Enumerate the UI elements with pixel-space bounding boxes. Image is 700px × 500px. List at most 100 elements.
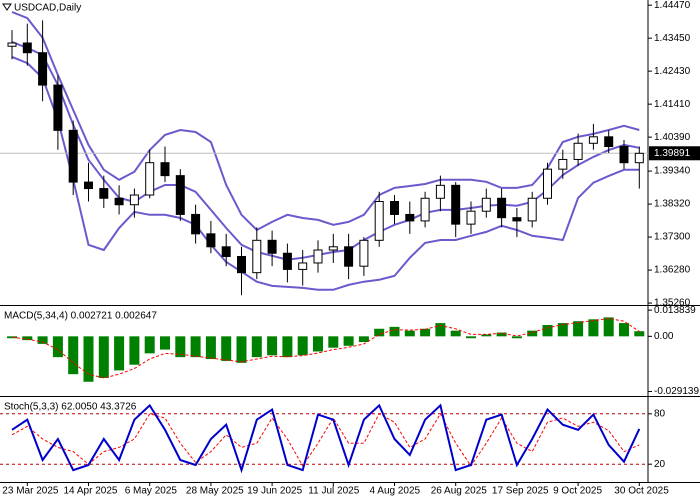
y-tick-label: -0.029139 — [654, 386, 699, 397]
candle-body — [114, 197, 124, 206]
signal-line — [11, 412, 640, 467]
candle-body — [451, 184, 461, 225]
candle-body — [527, 197, 537, 222]
x-tick-label: 28 May 2025 — [186, 486, 244, 497]
x-tick-label: 23 Mar 2025 — [2, 486, 59, 497]
histogram-bar — [496, 332, 507, 337]
histogram-bar — [557, 323, 568, 337]
histogram-bar — [144, 336, 155, 354]
candle-body — [175, 175, 185, 215]
candle-body — [145, 162, 155, 196]
histogram-bar — [313, 336, 323, 352]
candle-body — [405, 213, 415, 222]
histogram-bar — [435, 323, 446, 337]
y-tick-label: 1.37300 — [654, 232, 691, 243]
current-price-label: 1.39891 — [654, 148, 691, 159]
candle-body — [99, 188, 109, 199]
candle-body — [129, 194, 139, 206]
candle-body — [221, 246, 231, 257]
candle-body — [420, 197, 430, 222]
candle-body — [512, 217, 522, 222]
candle-body — [68, 129, 78, 183]
histogram-bar — [542, 324, 553, 337]
y-tick-label: 1.36280 — [654, 265, 691, 276]
y-tick-label: 1.39340 — [654, 166, 691, 177]
histogram-bar — [343, 336, 354, 346]
x-tick-label: 11 Jul 2025 — [308, 486, 359, 497]
candle-body — [160, 162, 170, 177]
candle-body — [53, 84, 63, 131]
y-tick-label: 1.35260 — [654, 298, 691, 309]
indicator-title: Stoch(5,3,3) 62.0050 43.3726 — [4, 402, 137, 413]
histogram-bar — [83, 336, 94, 382]
y-tick-label: 0.013839 — [654, 305, 696, 316]
symbol-menu-icon[interactable] — [2, 3, 12, 11]
candle-body — [497, 197, 507, 219]
histogram-bar — [404, 330, 415, 337]
candle-body — [573, 142, 583, 160]
histogram-bar — [175, 336, 186, 358]
histogram-bar — [267, 336, 278, 356]
x-tick-label: 14 Apr 2025 — [64, 486, 118, 497]
candle-body — [543, 168, 552, 199]
candle-body — [298, 262, 308, 270]
histogram-bar — [603, 317, 614, 337]
candle-body — [7, 42, 17, 47]
y-tick-label: 1.44470 — [654, 0, 691, 11]
candle-body — [191, 213, 201, 235]
candle-body — [466, 210, 476, 225]
y-tick-label: 1.41410 — [654, 99, 691, 110]
candle-body — [558, 158, 568, 170]
candle-body — [252, 239, 262, 274]
histogram-bar — [481, 334, 492, 337]
current-price-box — [649, 146, 700, 161]
histogram-bar — [374, 328, 385, 337]
indicator-title: MACD(5,34,4) 0.002721 0.002647 — [4, 311, 157, 322]
candle-body — [588, 136, 598, 144]
histogram-bar — [527, 330, 538, 337]
y-tick-label: 1.38320 — [654, 199, 691, 210]
bollinger-band — [11, 11, 640, 232]
candle-body — [22, 42, 32, 54]
y-tick-label: 0.00 — [654, 331, 674, 342]
candle-body — [435, 184, 445, 199]
bollinger-band — [11, 55, 640, 291]
candle-body — [206, 233, 216, 248]
histogram-bar — [251, 336, 262, 358]
stochastic-line — [11, 403, 641, 474]
histogram-bar — [37, 336, 48, 344]
y-tick-label: 1.42430 — [654, 66, 691, 77]
x-tick-label: 30 Oct 2025 — [614, 486, 669, 497]
histogram-bar — [619, 323, 629, 337]
histogram-bar — [160, 336, 170, 350]
histogram-bar — [221, 336, 232, 361]
histogram-bar — [588, 319, 599, 337]
candle-body — [282, 252, 292, 270]
x-tick-label: 17 Sep 2025 — [492, 486, 549, 497]
candle-body — [267, 239, 277, 254]
histogram-bar — [466, 336, 476, 339]
x-tick-label: 4 Aug 2025 — [370, 486, 421, 497]
histogram-bar — [358, 336, 369, 343]
candle-body — [481, 197, 491, 212]
histogram-bar — [297, 336, 308, 356]
histogram-bar — [236, 336, 247, 363]
candle-body — [619, 146, 629, 164]
histogram-bar — [98, 336, 109, 378]
y-tick-label: 20 — [654, 459, 666, 470]
histogram-bar — [7, 336, 17, 339]
candle-body — [604, 136, 614, 148]
y-tick-label: 1.40390 — [654, 132, 691, 143]
histogram-bar — [282, 336, 293, 358]
candle-body — [344, 246, 354, 267]
histogram-bar — [420, 328, 431, 337]
candle-body — [359, 239, 369, 267]
histogram-bar — [22, 336, 33, 341]
histogram-bar — [68, 336, 79, 375]
histogram-bar — [52, 336, 63, 358]
histogram-bar — [114, 336, 125, 371]
candle-body — [84, 181, 93, 190]
candle-body — [390, 201, 399, 215]
